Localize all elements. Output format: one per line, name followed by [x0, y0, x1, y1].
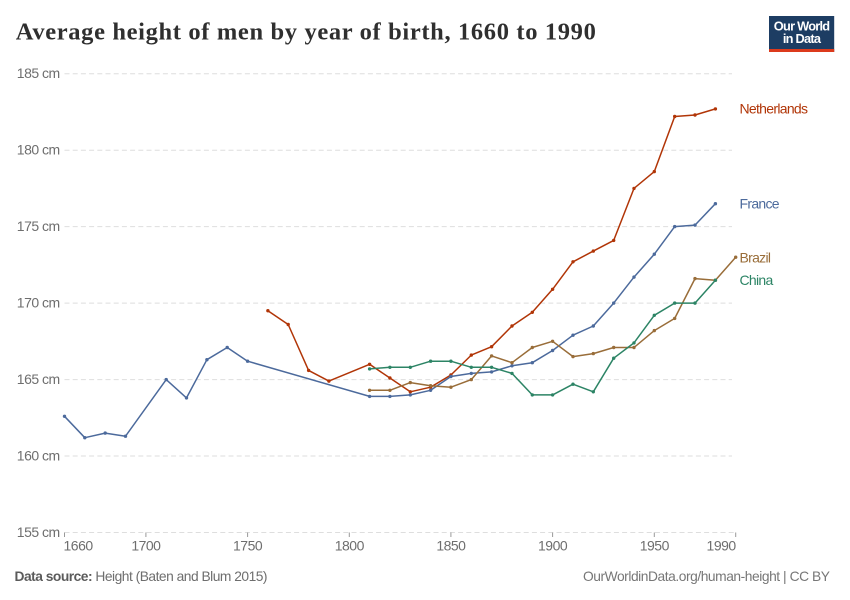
svg-text:Average height of men by year: Average height of men by year of birth, … [16, 19, 597, 46]
svg-text:1850: 1850 [436, 538, 466, 554]
svg-text:1900: 1900 [538, 538, 568, 554]
svg-text:175 cm: 175 cm [17, 218, 60, 234]
svg-text:1800: 1800 [335, 538, 365, 554]
svg-text:Our World: Our World [774, 19, 830, 34]
svg-text:in Data: in Data [783, 31, 822, 46]
svg-text:180 cm: 180 cm [17, 142, 60, 158]
svg-text:Data source: Height (Baten and: Data source: Height (Baten and Blum 2015… [15, 569, 268, 584]
svg-text:155 cm: 155 cm [17, 524, 60, 540]
svg-text:1990: 1990 [707, 538, 737, 554]
svg-text:France: France [740, 196, 780, 212]
svg-text:China: China [740, 272, 774, 288]
svg-text:Brazil: Brazil [740, 250, 771, 266]
svg-text:OurWorldinData.org/human-heigh: OurWorldinData.org/human-height | CC BY [583, 569, 830, 584]
svg-text:1750: 1750 [233, 538, 263, 554]
svg-text:170 cm: 170 cm [17, 295, 60, 311]
svg-text:160 cm: 160 cm [17, 447, 60, 463]
svg-text:165 cm: 165 cm [17, 371, 60, 387]
svg-text:1660: 1660 [64, 538, 94, 554]
svg-text:Netherlands: Netherlands [740, 101, 808, 117]
svg-text:1950: 1950 [640, 538, 670, 554]
svg-text:185 cm: 185 cm [17, 65, 60, 81]
svg-text:1700: 1700 [131, 538, 161, 554]
